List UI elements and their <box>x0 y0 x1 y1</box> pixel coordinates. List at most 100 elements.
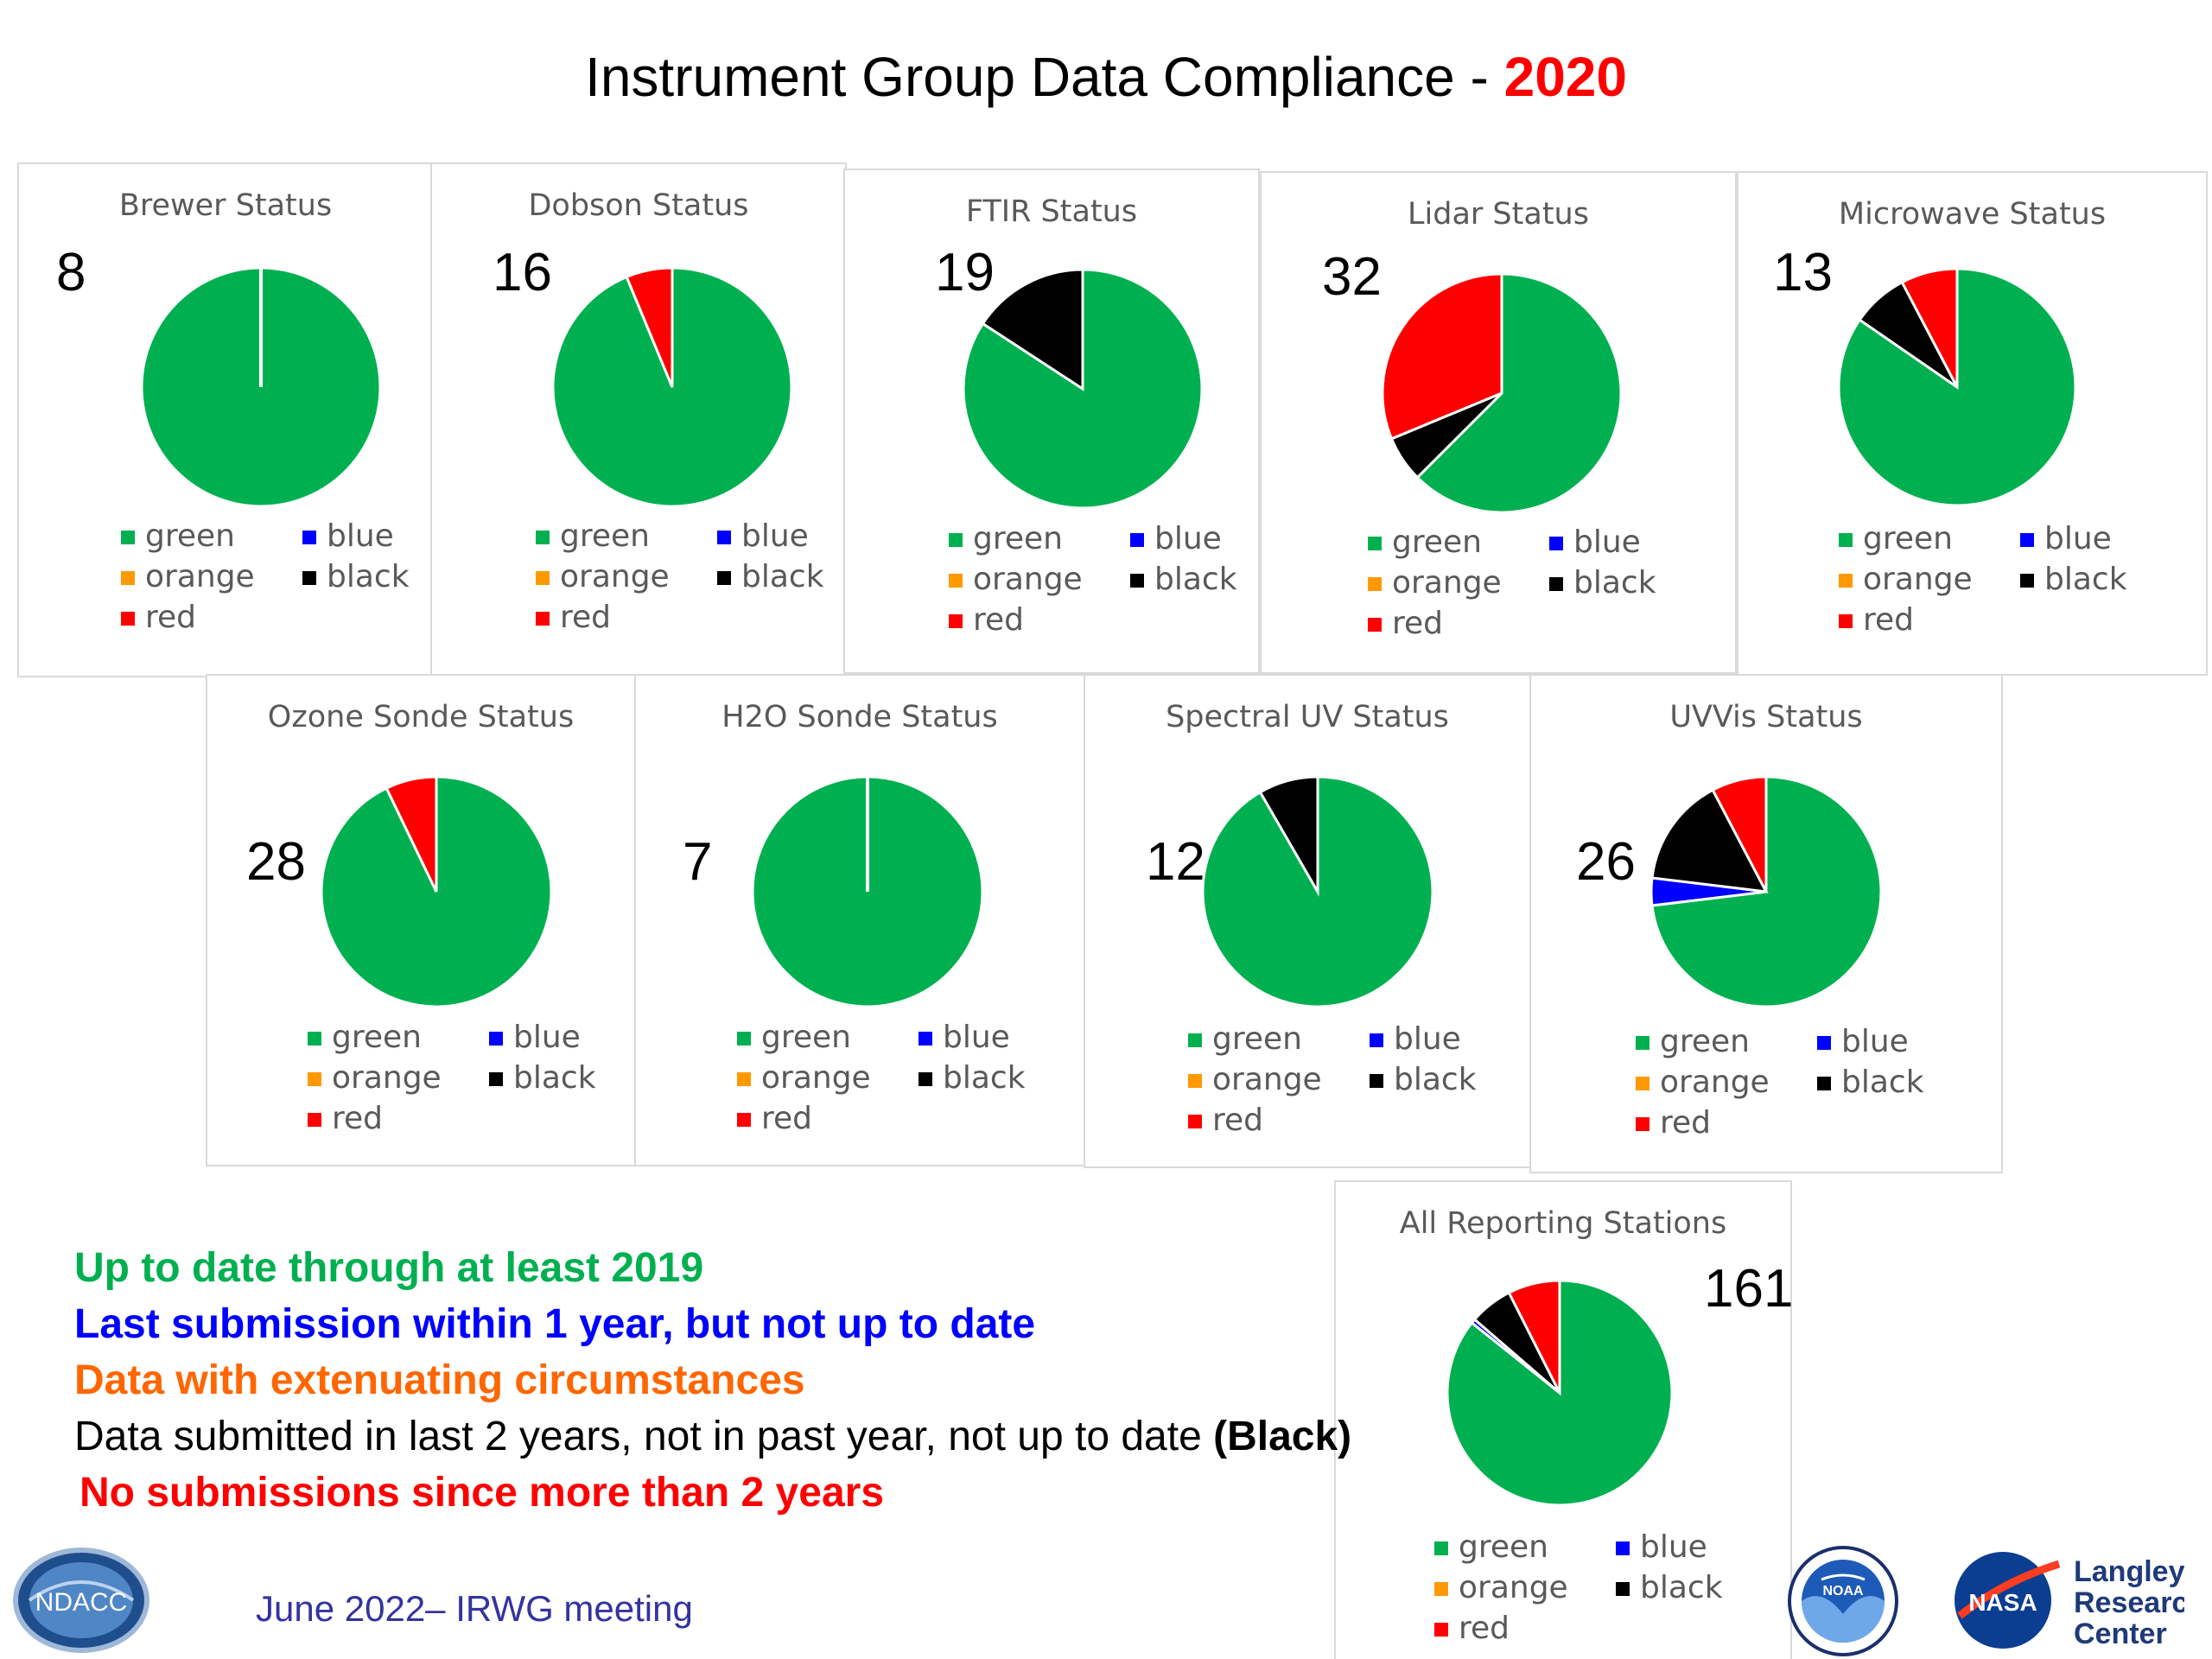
nasa-logo-text: NASA <box>1968 1589 2037 1616</box>
dobson-status-pie <box>551 266 793 508</box>
uvvis-status-legend-swatch-green <box>1636 1036 1649 1050</box>
brewer-status-legend-label-red: red <box>145 600 197 635</box>
all-reporting-stations-legend-black: black <box>1616 1570 1723 1605</box>
ftir-status-legend-black: black <box>1130 562 1237 597</box>
lidar-status-legend-black: black <box>1549 565 1656 601</box>
ftir-status-legend-label-orange: orange <box>973 562 1083 597</box>
dobson-status-legend-red: red <box>536 600 611 635</box>
dobson-status-legend-label-blue: blue <box>741 518 809 554</box>
h2o-sonde-status-legend-green: green <box>737 1020 851 1055</box>
ozone-sonde-status-legend-swatch-red <box>308 1113 321 1127</box>
spectral-uv-status-legend-swatch-green <box>1188 1033 1202 1047</box>
brewer-status-legend-red: red <box>121 600 196 635</box>
lidar-status-legend-label-red: red <box>1392 606 1444 641</box>
h2o-sonde-status-pie <box>751 775 984 1008</box>
slide-title: Instrument Group Data Compliance - 2020 <box>0 45 2212 109</box>
uvvis-status-legend-label-green: green <box>1660 1024 1750 1059</box>
all-reporting-stations-legend-swatch-black <box>1616 1582 1630 1596</box>
lidar-status-legend-green: green <box>1368 524 1482 560</box>
title-main: Instrument Group Data Compliance - <box>585 46 1504 108</box>
all-reporting-stations-legend-swatch-red <box>1434 1623 1448 1637</box>
ozone-sonde-status-legend-label-black: black <box>513 1060 596 1096</box>
ftir-status-legend-label-green: green <box>973 521 1063 556</box>
h2o-sonde-status-legend-red: red <box>737 1101 812 1136</box>
ozone-sonde-status-legend-black: black <box>489 1060 596 1096</box>
uvvis-status-legend-label-blue: blue <box>1841 1024 1909 1059</box>
ozone-sonde-status-count: 28 <box>246 832 306 892</box>
microwave-status-title: Microwave Status <box>1838 197 2107 232</box>
dobson-status-legend-orange: orange <box>536 559 670 594</box>
ftir-status-legend-orange: orange <box>949 562 1083 597</box>
lidar-status-legend-red: red <box>1368 606 1443 641</box>
uvvis-status-legend-orange: orange <box>1636 1065 1770 1100</box>
dobson-status-legend-black: black <box>717 559 824 594</box>
spectral-uv-status-legend: green blue orange black red <box>1188 1021 1482 1151</box>
all-reporting-stations-legend-label-red: red <box>1459 1611 1510 1646</box>
dobson-status-legend-label-orange: orange <box>560 559 670 594</box>
microwave-status-legend: green blue orange black red <box>1839 521 2133 651</box>
h2o-sonde-status-legend-swatch-red <box>737 1113 751 1127</box>
brewer-status-legend-swatch-red <box>121 612 135 626</box>
h2o-sonde-status-legend-label-orange: orange <box>761 1060 871 1096</box>
uvvis-status-legend-swatch-blue <box>1817 1036 1831 1050</box>
ftir-status-legend-label-red: red <box>973 602 1025 638</box>
lidar-status-legend-orange: orange <box>1368 565 1502 601</box>
dobson-status-legend-label-red: red <box>560 600 612 635</box>
spectral-uv-status-legend-label-orange: orange <box>1212 1062 1322 1097</box>
all-reporting-stations-slice-red <box>1507 1279 1561 1394</box>
all-reporting-stations-title: All Reporting Stations <box>1399 1206 1727 1241</box>
ftir-status-count: 19 <box>935 243 995 302</box>
ozone-sonde-status-legend: green blue orange black red <box>308 1020 601 1149</box>
h2o-sonde-status-legend: green blue orange black red <box>737 1020 1031 1149</box>
microwave-status-legend-label-green: green <box>1863 521 1953 556</box>
all-reporting-stations-legend-swatch-orange <box>1434 1582 1448 1596</box>
h2o-sonde-status-title: H2O Sonde Status <box>721 700 998 734</box>
h2o-sonde-status-legend-orange: orange <box>737 1060 871 1096</box>
uvvis-status-legend-green: green <box>1636 1024 1750 1059</box>
microwave-status-legend-swatch-red <box>1839 614 1853 628</box>
langley-line-3: Center <box>2074 1618 2167 1650</box>
spectral-uv-status-legend-green: green <box>1188 1021 1302 1057</box>
spectral-uv-status-title: Spectral UV Status <box>1166 700 1449 734</box>
all-reporting-stations-legend-label-blue: blue <box>1640 1529 1707 1565</box>
all-reporting-stations-legend-label-black: black <box>1640 1570 1723 1605</box>
microwave-status-count: 13 <box>1773 243 1833 302</box>
all-reporting-stations-legend-blue: blue <box>1616 1529 1707 1565</box>
brewer-status-legend-swatch-orange <box>121 571 135 585</box>
uvvis-status-legend-label-red: red <box>1660 1105 1712 1141</box>
uvvis-status-legend-blue: blue <box>1817 1024 1909 1059</box>
microwave-status-legend-swatch-green <box>1839 533 1853 547</box>
spectral-uv-status-legend-blue: blue <box>1370 1021 1461 1057</box>
note-blue: Last submission within 1 year, but not u… <box>74 1300 1035 1348</box>
uvvis-status-legend-label-orange: orange <box>1660 1065 1770 1100</box>
ndacc-logo-text: NDACC <box>35 1588 128 1617</box>
lidar-status-legend: green blue orange black red <box>1368 524 1662 654</box>
uvvis-status-legend: green blue orange black red <box>1636 1024 1929 1154</box>
microwave-status-legend-orange: orange <box>1839 562 1973 597</box>
dobson-status-slice-red <box>625 266 674 388</box>
spectral-uv-status-legend-swatch-blue <box>1370 1033 1383 1047</box>
dobson-status-legend-blue: blue <box>717 518 809 554</box>
ftir-status-legend-red: red <box>949 602 1024 638</box>
ftir-status-pie <box>962 268 1204 510</box>
h2o-sonde-status-legend-swatch-black <box>918 1072 932 1086</box>
uvvis-status-pie <box>1649 775 1883 1008</box>
spectral-uv-status-count: 12 <box>1146 832 1205 892</box>
microwave-status-pie <box>1837 267 2077 507</box>
ozone-sonde-status-legend-label-orange: orange <box>332 1060 442 1096</box>
lidar-status-legend-swatch-blue <box>1549 537 1563 550</box>
dobson-status-legend-green: green <box>536 518 650 554</box>
brewer-status-legend-label-blue: blue <box>327 518 394 554</box>
h2o-sonde-status-legend-swatch-orange <box>737 1072 751 1086</box>
lidar-status-pie <box>1381 272 1623 514</box>
h2o-sonde-status-legend-label-black: black <box>943 1060 1026 1096</box>
spectral-uv-status-legend-black: black <box>1370 1062 1477 1097</box>
lidar-status-count: 32 <box>1322 247 1382 307</box>
dobson-status-legend-swatch-red <box>536 612 550 626</box>
h2o-sonde-status-legend-label-blue: blue <box>943 1020 1010 1055</box>
h2o-sonde-status-legend-swatch-green <box>737 1032 751 1046</box>
ozone-sonde-status-slice-red <box>385 775 438 893</box>
brewer-status-legend-swatch-black <box>302 571 316 585</box>
ozone-sonde-status-legend-swatch-black <box>489 1072 503 1086</box>
